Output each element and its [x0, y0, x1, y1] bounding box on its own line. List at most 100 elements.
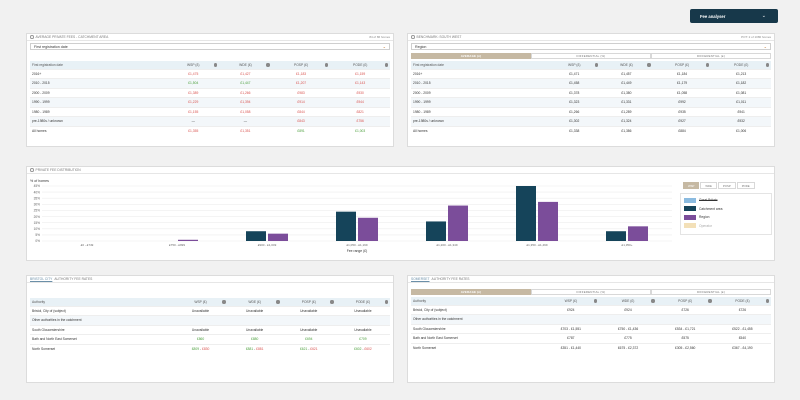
info-icon[interactable] [330, 300, 334, 304]
x-axis-label: Fee range (£) [347, 249, 368, 253]
bar-catchment-area [246, 231, 266, 241]
authority-fee-rates-panel: Bristol City Authority fee rates Authorit… [26, 275, 394, 383]
info-icon[interactable] [765, 63, 769, 67]
range-max: £881 [256, 347, 264, 351]
legend-label: Region [699, 215, 710, 220]
table-cell: £1,155 [167, 106, 220, 117]
table-cell: £1,006 [711, 125, 771, 136]
info-icon[interactable] [706, 63, 710, 67]
table-cell: £1,386 [600, 125, 653, 136]
info-icon[interactable] [30, 168, 34, 172]
column-header[interactable]: PODE (£) [330, 61, 390, 69]
column-header-label: PODE (£) [355, 299, 371, 304]
info-icon[interactable] [411, 35, 415, 39]
table-cell: £1,475 [167, 68, 220, 79]
column-header: Authority [30, 298, 174, 306]
column-header[interactable]: POSP (£) [281, 298, 336, 306]
panel-title: Authority fee rates [54, 277, 93, 281]
info-icon[interactable] [594, 299, 598, 303]
tab-differential-percent[interactable]: Differential (%) [531, 53, 651, 59]
info-icon[interactable] [222, 300, 226, 304]
column-header[interactable]: WDE (£) [600, 61, 653, 69]
table-cell: £932 [711, 116, 771, 126]
table-row: North Somerset £351 - £1,440 £675 - £2,372… [411, 342, 771, 353]
panel-header: Bristol City Authority fee rates [27, 276, 393, 283]
bar-catchment-area [426, 221, 446, 241]
info-icon[interactable] [647, 63, 651, 67]
table-row: 2000 - 2009 £1,378 £1,380 £1,058 £1,081 [411, 87, 771, 98]
table-cell: £694 [281, 334, 336, 344]
table-cell: £821 [330, 106, 390, 117]
table-cell: 2016+ [411, 68, 549, 79]
authority-link[interactable]: Bristol City [30, 277, 53, 281]
column-header[interactable]: WSP (£) [542, 297, 600, 305]
table-cell: £880 [227, 334, 282, 344]
legend-item-catchment[interactable]: Catchment area [684, 205, 768, 214]
legend-item-operator[interactable]: Operator [684, 222, 768, 231]
tab-differential-pounds[interactable]: Differential (£) [651, 53, 771, 59]
column-header[interactable]: POSP (£) [652, 61, 712, 69]
authority-link[interactable]: Somerset [411, 277, 430, 281]
range-min: £602 [354, 347, 362, 351]
column-header[interactable]: WDE (£) [219, 61, 272, 69]
table-cell: £1,331 [600, 97, 653, 107]
table-cell: £1,179 [652, 78, 712, 88]
info-icon[interactable] [384, 63, 388, 67]
info-icon[interactable] [594, 63, 599, 67]
table-cell: £884 [652, 125, 712, 136]
registration-date-select[interactable]: First registration date ⌄ [30, 43, 390, 50]
info-icon[interactable] [213, 63, 218, 67]
info-icon[interactable] [266, 63, 270, 67]
table-row: Bath and North East Somerset £860 £880 £694… [30, 334, 390, 344]
legend-tab-pode[interactable]: PODE [736, 182, 755, 189]
tab-average[interactable]: Average (£) [411, 289, 531, 295]
fee-analyser-button[interactable]: Fee analyser ⌄ [690, 9, 778, 23]
table-cell: £935 [652, 106, 712, 117]
info-icon[interactable] [30, 35, 34, 39]
table-cell: 2010 - 2015 [411, 78, 549, 88]
info-icon[interactable] [276, 300, 280, 304]
chart-title: Private fee distribution [35, 168, 81, 172]
column-header[interactable]: WSP (£) [173, 298, 228, 306]
table-cell: £1,058 [652, 87, 712, 98]
table-cell: £881 - £881 [227, 343, 282, 354]
info-icon[interactable] [384, 300, 388, 304]
legend-tab-posp[interactable]: POSP [717, 182, 736, 189]
legend-swatch [684, 197, 696, 203]
table-cell: £944 [330, 97, 390, 107]
column-header[interactable]: PODE (£) [713, 297, 771, 305]
column-header[interactable]: PODE (£) [335, 298, 390, 306]
table-cell: 1980 - 1989 [411, 106, 549, 117]
table-cell: North Somerset [411, 342, 543, 353]
info-icon[interactable] [651, 299, 655, 303]
column-header[interactable]: WSP (£) [548, 61, 601, 69]
tab-average[interactable]: Average (£) [411, 53, 531, 59]
table-cell: Bristol, City of (subject) [30, 305, 174, 316]
column-header[interactable]: WDE (£) [227, 298, 282, 306]
column-header[interactable]: POSP (£) [656, 297, 714, 305]
table-cell: Unavailable [335, 305, 390, 316]
range-sep: - [361, 347, 365, 351]
table-row: 1990 - 1999 £1,229 £1,394 £914 £944 [30, 97, 390, 107]
info-icon[interactable] [325, 63, 329, 67]
table-cell: Bath and North East Somerset [411, 333, 543, 343]
info-icon[interactable] [708, 299, 712, 303]
tab-differential-percent[interactable]: Differential (%) [531, 289, 651, 295]
table-cell: £924 [599, 304, 657, 315]
legend-tab-wsp[interactable]: WSP [683, 182, 700, 189]
legend-item-great-britain[interactable]: Great Britain [684, 196, 768, 205]
legend-tab-wde[interactable]: WDE [700, 182, 717, 189]
column-header[interactable]: WSP (£) [167, 61, 220, 69]
tab-differential-pounds[interactable]: Differential (£) [651, 289, 771, 295]
column-header[interactable]: POSP (£) [271, 61, 331, 69]
table-cell: £1,266 [219, 87, 272, 98]
legend-item-region[interactable]: Region [684, 213, 768, 222]
column-header[interactable]: PODE (£) [711, 61, 771, 69]
column-header[interactable]: WDE (£) [599, 297, 657, 305]
table-cell: £1,058 [219, 106, 272, 117]
region-select[interactable]: Region ⌄ [411, 43, 771, 50]
section-row: Other authorities in the catchment [30, 315, 390, 325]
info-icon[interactable] [765, 299, 769, 303]
column-header-label: WDE (£) [239, 62, 252, 67]
table-cell: £1,471 [548, 68, 601, 79]
